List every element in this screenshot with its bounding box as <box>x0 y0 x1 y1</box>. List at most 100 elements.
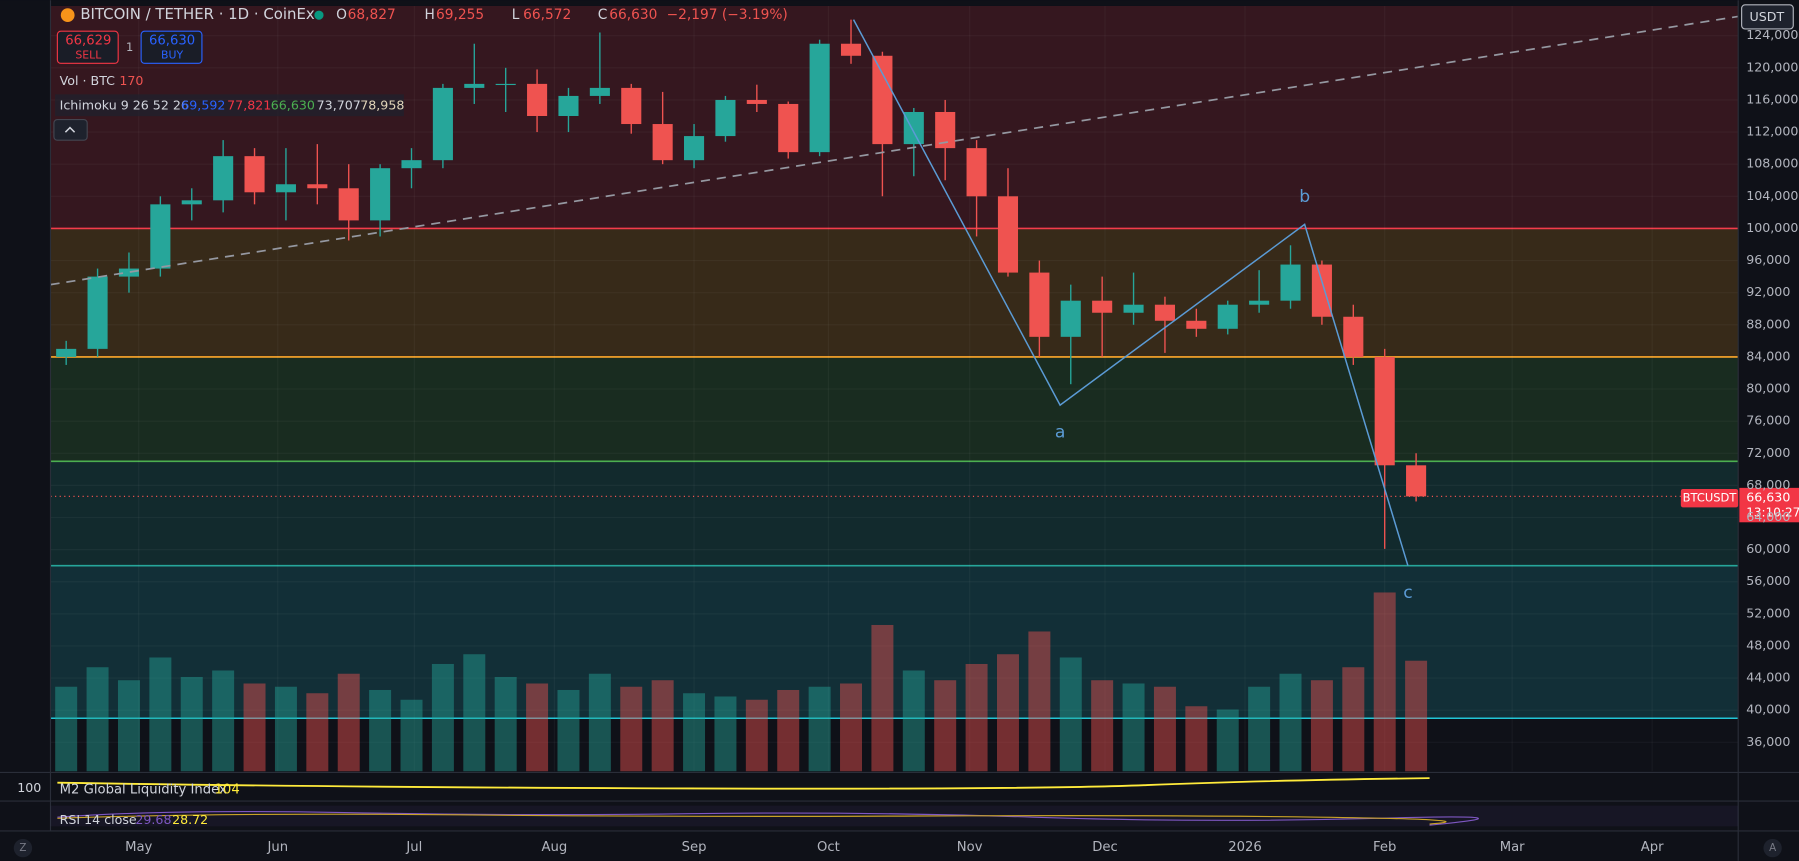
candle-body <box>1280 264 1301 301</box>
y-tick-label: 104,000 <box>1746 188 1798 203</box>
candle-body <box>809 43 830 153</box>
volume-bar <box>1248 686 1271 772</box>
volume-bar <box>1373 592 1396 772</box>
status-dot <box>314 10 324 20</box>
zone <box>50 565 1739 719</box>
legend-text: 66,630 <box>1746 490 1790 505</box>
buy-button[interactable] <box>140 30 203 64</box>
y-tick-label: 116,000 <box>1746 91 1798 106</box>
y-tick-label: 48,000 <box>1746 637 1790 652</box>
volume-bar <box>588 673 611 772</box>
y-tick-label: 72,000 <box>1746 445 1790 460</box>
candle-body <box>87 276 108 349</box>
candle-body <box>872 55 893 145</box>
x-tick-label: Aug <box>541 840 567 855</box>
legend-text: 29.68 <box>135 812 171 827</box>
legend-text: O <box>336 7 347 23</box>
legend-text: 66,630 <box>271 97 315 112</box>
x-tick-label: 2026 <box>1228 840 1262 855</box>
candle-body <box>621 87 642 125</box>
volume-bar <box>243 683 266 772</box>
legend-text: 66,630 <box>149 33 195 48</box>
y-tick-label: 96,000 <box>1746 252 1790 267</box>
annotations: a b c <box>50 15 1739 603</box>
x-tick-label: Nov <box>957 840 983 855</box>
volume-bar <box>274 686 297 772</box>
volume-bar <box>996 654 1019 772</box>
candle-body <box>1249 300 1270 305</box>
candle-body <box>56 348 77 357</box>
volume-bar <box>1216 709 1239 772</box>
candle-body <box>527 83 548 117</box>
zones <box>50 5 1739 720</box>
legend-text: 104 <box>215 783 240 798</box>
candle-body <box>370 168 391 221</box>
candle-body <box>1311 264 1332 317</box>
volume-bar <box>934 680 957 772</box>
candle-body <box>307 184 328 189</box>
legend-text: Z <box>19 842 26 854</box>
legend-text: 69,255 <box>436 7 484 23</box>
candle-body <box>840 43 862 56</box>
y-tick-label: 92,000 <box>1746 284 1790 299</box>
trendline <box>50 15 1739 286</box>
candle-body <box>1186 320 1207 329</box>
candle-body <box>652 124 673 161</box>
price-tag-box <box>1739 487 1799 523</box>
candle-body <box>495 83 516 86</box>
candle-body <box>244 156 265 193</box>
legend-text: 78,958 <box>360 97 404 112</box>
y-tick-label: 40,000 <box>1746 702 1790 717</box>
x-tick-label: Jun <box>266 840 288 855</box>
legend-text: RSI 14 close <box>60 812 137 827</box>
volume-bar <box>212 670 235 772</box>
volume-bar <box>494 676 517 772</box>
legend-text: 69,592 <box>181 97 225 112</box>
volume-bar <box>55 686 78 772</box>
legend-text: M2 Global Liquidity Index <box>60 783 227 798</box>
wave-label: a <box>1055 423 1066 443</box>
volume-bar <box>620 686 643 772</box>
collapse-button[interactable] <box>53 119 88 141</box>
currency-box[interactable] <box>1741 4 1794 30</box>
sell-button[interactable] <box>56 30 119 64</box>
candle-body <box>1029 272 1050 337</box>
candle-body <box>715 99 736 137</box>
left-button[interactable] <box>13 838 33 858</box>
volume-bar <box>651 680 674 772</box>
x-tick-label: Dec <box>1092 840 1118 855</box>
x-tick-label: Oct <box>817 840 840 855</box>
symbol-icon <box>60 8 75 23</box>
collapse-icon <box>64 126 76 133</box>
candle-body <box>966 148 987 197</box>
candle-body <box>1092 300 1113 313</box>
volume-bar <box>306 693 329 772</box>
legend-text: USDT <box>1750 9 1785 24</box>
volume-bar <box>86 667 109 772</box>
right-button[interactable] <box>1763 838 1782 858</box>
candle-body <box>464 83 485 88</box>
candle-body <box>1123 304 1144 313</box>
candle-body <box>1217 304 1238 329</box>
legend-text: 28.72 <box>172 812 208 827</box>
legend-text: H <box>425 7 435 23</box>
m2-line <box>57 777 1430 790</box>
zone <box>50 461 1739 566</box>
candle-body <box>558 95 579 117</box>
volume-bar <box>463 654 486 772</box>
volume-bar <box>1091 680 1114 772</box>
volume-bar <box>683 693 706 772</box>
volume-bar <box>1028 631 1051 772</box>
candle-body <box>684 136 705 161</box>
zone <box>50 228 1739 357</box>
candle-body <box>1406 465 1427 497</box>
volume-bar <box>1185 706 1208 772</box>
legend-text: 66,630 <box>609 7 657 23</box>
volume-bar <box>369 689 392 772</box>
candle-body <box>589 87 610 96</box>
x-tick-label: Mar <box>1500 840 1525 855</box>
volume-bar <box>117 680 140 772</box>
y-tick-label: 44,000 <box>1746 670 1790 685</box>
